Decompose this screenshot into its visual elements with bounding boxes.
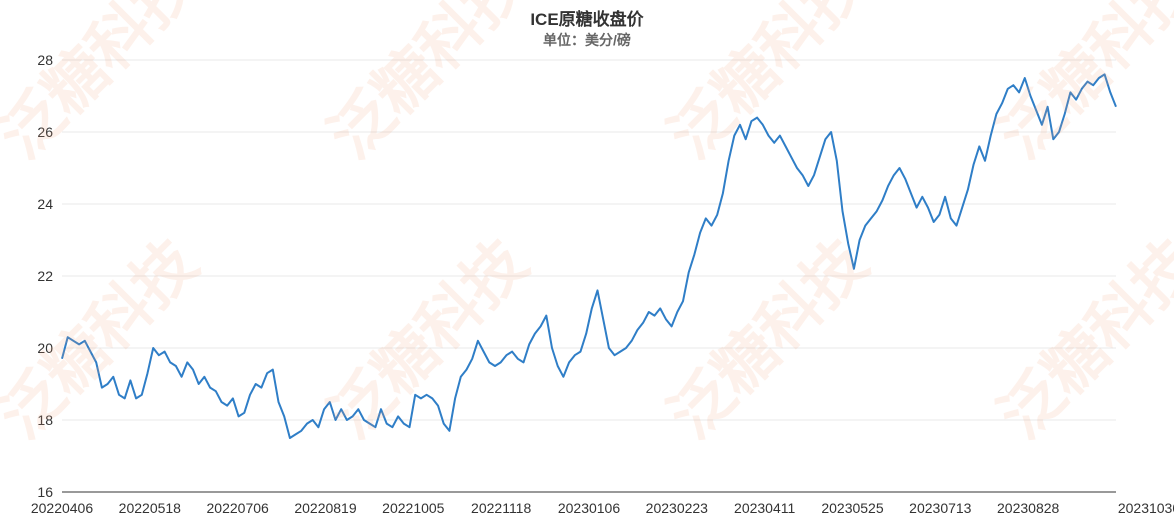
x-tick-label: 20230713 bbox=[909, 500, 972, 516]
y-tick-label: 24 bbox=[37, 196, 53, 212]
y-tick-label: 16 bbox=[37, 484, 53, 500]
y-tick-label: 18 bbox=[37, 412, 53, 428]
x-tick-label: 20221118 bbox=[471, 500, 531, 516]
y-tick-label: 20 bbox=[37, 340, 53, 356]
y-axis-ticks: 16 18 20 22 24 26 28 bbox=[37, 52, 53, 500]
series-line bbox=[61, 73, 1117, 439]
x-tick-label: 20230828 bbox=[997, 500, 1060, 516]
x-tick-label: 20221005 bbox=[382, 500, 445, 516]
grid-lines bbox=[62, 59, 1116, 421]
chart-subtitle: 单位：美分/磅 bbox=[543, 32, 631, 48]
x-tick-label: 20220518 bbox=[119, 500, 182, 516]
x-tick-label: 20231030 bbox=[1118, 500, 1174, 516]
y-tick-label: 28 bbox=[37, 52, 53, 68]
y-tick-label: 26 bbox=[37, 124, 53, 140]
x-tick-label: 20230106 bbox=[558, 500, 621, 516]
x-tick-label: 20230525 bbox=[821, 500, 884, 516]
x-tick-label: 20220706 bbox=[207, 500, 270, 516]
x-tick-label: 20220819 bbox=[294, 500, 357, 516]
x-tick-label: 20230411 bbox=[734, 500, 795, 516]
chart-title: ICE原糖收盘价 bbox=[530, 10, 644, 29]
y-tick-label: 22 bbox=[37, 268, 53, 284]
x-axis-ticks: 20220406 20220518 20220706 20220819 20221005… bbox=[31, 500, 1174, 516]
x-tick-label: 20220406 bbox=[31, 500, 94, 516]
x-tick-label: 20230223 bbox=[646, 500, 709, 516]
